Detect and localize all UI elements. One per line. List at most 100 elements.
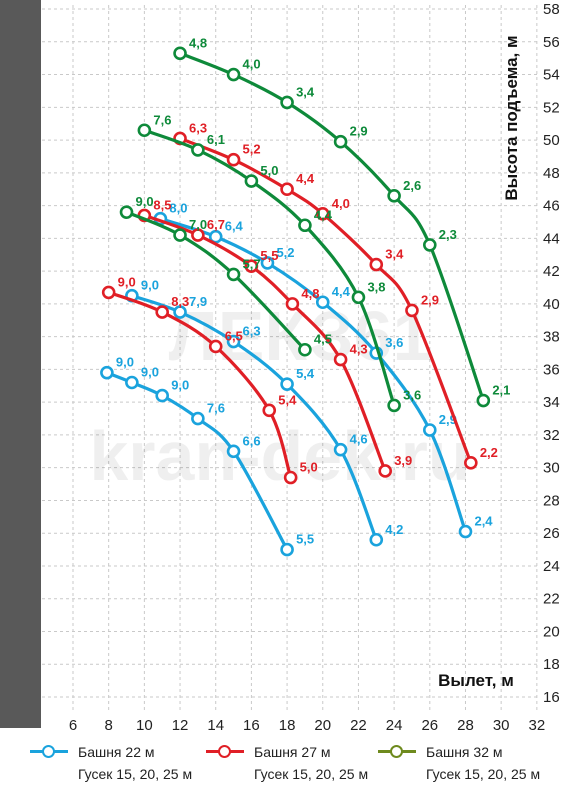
data-point (369, 257, 384, 272)
data-point (226, 267, 241, 282)
x-tick-label: 28 (457, 717, 474, 734)
data-label: 2,4 (474, 514, 493, 529)
data-point (387, 188, 401, 203)
y-tick-label: 54 (543, 67, 560, 84)
y-tick-label: 52 (543, 99, 560, 116)
y-tick-label: 56 (543, 34, 560, 51)
data-point (280, 95, 294, 110)
y-tick-label: 58 (543, 1, 560, 18)
y-tick-label: 50 (543, 132, 560, 149)
legend-item-tower-32: Башня 32 м Гусек 15, 20, 25 м (378, 742, 575, 792)
data-point (155, 305, 169, 319)
y-tick-label: 46 (543, 198, 560, 215)
data-point (280, 377, 294, 391)
data-point (333, 134, 348, 149)
data-label: 9,0 (141, 365, 159, 380)
data-label: 2,9 (421, 292, 439, 307)
data-label: 9,0 (141, 278, 159, 293)
legend-label: Башня 22 м (78, 744, 155, 760)
data-label: 4,8 (301, 286, 319, 301)
x-tick-label: 18 (279, 717, 296, 734)
data-label: 5,5 (260, 248, 278, 263)
series-curve-9: 9,0 7,0 5,7 4,5 (119, 194, 332, 357)
data-label: 9,0 (171, 378, 189, 393)
legend-swatch-marker (390, 745, 403, 758)
data-label: 8,5 (153, 197, 171, 212)
x-tick-label: 12 (172, 717, 189, 734)
data-point (280, 182, 294, 197)
data-label: 4,5 (314, 332, 332, 347)
data-label: 3,8 (367, 279, 385, 294)
y-tick-label: 36 (543, 361, 560, 378)
series-curve-2: 9,0 7,9 6,3 5,4 4,6 4,2 (125, 278, 403, 547)
series-curve-1: 8,0 6,4 5,2 4,4 3,6 2,9 2,4 (153, 201, 493, 539)
data-point (226, 152, 241, 167)
series-line (124, 210, 307, 352)
data-point (173, 228, 187, 242)
data-point (173, 46, 187, 61)
data-label: 7,9 (189, 294, 207, 309)
data-point (101, 285, 116, 300)
data-point (405, 303, 419, 318)
data-label: 6,4 (225, 219, 244, 234)
y-tick-label: 16 (543, 689, 560, 706)
legend: Башня 22 м Гусек 15, 20, 25 м Башня 27 м… (0, 742, 575, 800)
y-tick-label: 48 (543, 165, 560, 182)
data-label: 4,4 (332, 284, 351, 299)
legend-swatch-marker (42, 745, 55, 758)
series-curve-6: 9,0 8,3 6,5 5,4 5,0 (101, 274, 318, 485)
data-point (351, 290, 366, 305)
data-point (387, 398, 401, 413)
y-tick-label: 26 (543, 525, 560, 542)
data-point (333, 352, 348, 367)
data-point (119, 205, 134, 219)
y-tick-label: 22 (543, 591, 560, 608)
data-point (244, 259, 259, 274)
left-bar (0, 0, 41, 728)
x-tick-label: 14 (207, 717, 224, 734)
data-label: 4,2 (385, 522, 403, 537)
data-label: 3,9 (394, 453, 412, 468)
data-point (226, 334, 241, 349)
data-point (262, 403, 277, 418)
x-tick-labels: 6 8 10 12 14 16 18 20 22 24 26 28 30 32 (69, 717, 545, 734)
data-label: 4,3 (350, 342, 368, 357)
legend-label: Башня 27 м (254, 744, 331, 760)
data-point (315, 206, 330, 221)
data-point (378, 464, 393, 478)
data-point (191, 228, 205, 242)
data-label: 4,6 (350, 432, 368, 447)
legend-label: Башня 32 м (426, 744, 503, 760)
data-label: 2,1 (492, 383, 510, 398)
data-label: 6,5 (225, 328, 243, 343)
y-tick-label: 30 (543, 460, 560, 477)
data-point (369, 532, 384, 547)
data-point (226, 67, 241, 82)
series-curve-5: 8,5 6,7 5,5 4,8 4,3 3,9 (137, 197, 412, 478)
gridlines (42, 5, 540, 712)
data-label: 5,0 (260, 163, 278, 178)
data-label: 6,6 (243, 433, 261, 448)
y-tick-label: 40 (543, 296, 560, 313)
data-label: 9,0 (118, 274, 136, 289)
data-label: 2,9 (350, 124, 368, 139)
data-point (173, 305, 187, 319)
data-label: 9,0 (116, 355, 134, 370)
legend-sublabel: Гусек 15, 20, 25 м (426, 766, 541, 782)
data-point (244, 174, 259, 188)
data-label: 4,4 (314, 207, 333, 222)
x-tick-label: 8 (105, 717, 113, 734)
x-tick-label: 6 (69, 717, 77, 734)
legend-swatch-marker (218, 745, 231, 758)
data-point (137, 123, 152, 138)
y-tick-labels: 16 18 20 22 24 26 28 30 32 34 36 38 40 42 44 46 48 50 52 54… (543, 1, 560, 706)
data-label: 5,2 (276, 245, 294, 260)
data-point (458, 524, 473, 539)
data-label: 4,0 (332, 196, 350, 211)
data-point (260, 256, 275, 270)
data-label: 5,4 (278, 392, 297, 407)
data-point (100, 365, 114, 380)
data-point (283, 470, 298, 485)
y-tick-label: 44 (543, 230, 560, 247)
